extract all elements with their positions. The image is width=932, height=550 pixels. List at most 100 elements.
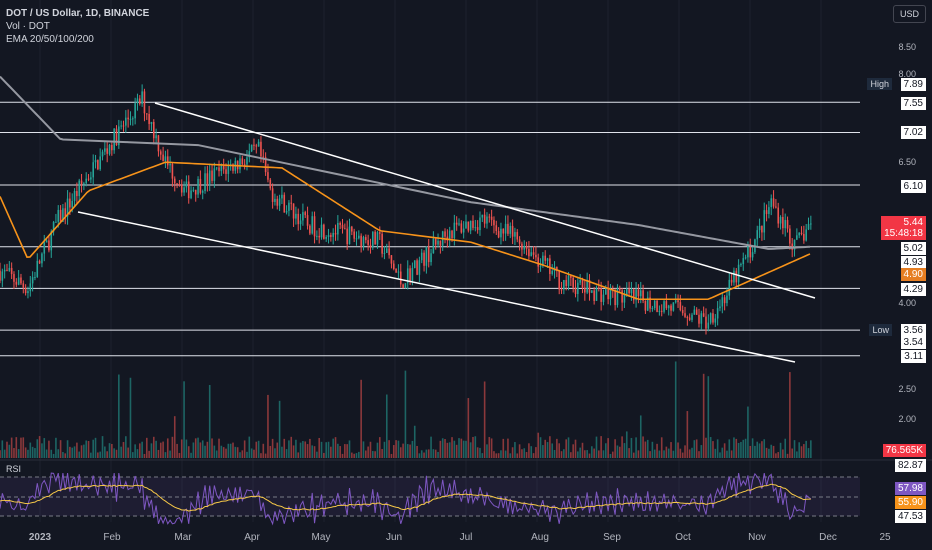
candle-body <box>113 128 115 151</box>
candle-body <box>383 252 386 254</box>
volume-bar <box>537 432 540 458</box>
volume-bar <box>295 439 297 458</box>
candle-body <box>618 288 621 291</box>
volume-bar <box>229 443 232 458</box>
candle-body <box>29 283 32 292</box>
volume-bar <box>45 449 48 458</box>
volume-bar <box>48 440 50 458</box>
candle-body <box>409 268 411 281</box>
volume-bar <box>439 440 442 458</box>
candle-body <box>684 313 686 317</box>
candle-body <box>173 178 176 184</box>
volume-bar <box>514 442 516 458</box>
candle-body <box>241 158 244 165</box>
candle-body <box>213 168 216 181</box>
candle-body <box>320 224 323 238</box>
volume-bar <box>784 438 787 458</box>
level-label: 7.55 <box>900 97 926 110</box>
candle-body <box>705 316 707 329</box>
candle-body <box>507 223 509 234</box>
candle-body <box>41 253 43 264</box>
volume-bar <box>55 437 57 458</box>
currency-button[interactable]: USD <box>892 5 926 23</box>
volume-bar <box>330 446 332 458</box>
candle-body <box>392 263 395 269</box>
volume-bar <box>497 453 500 458</box>
candle-body <box>269 179 272 189</box>
candle-body <box>474 227 477 229</box>
time-tick: 2023 <box>28 532 52 543</box>
volume-bar <box>159 442 162 458</box>
time-tick: Feb <box>103 532 121 543</box>
volume-bar <box>194 438 197 458</box>
candle-body <box>472 220 474 228</box>
candle-body <box>339 222 341 225</box>
volume-bar <box>796 451 798 458</box>
candle-body <box>756 230 759 240</box>
volume-bar <box>31 446 34 458</box>
candle-body <box>253 144 255 146</box>
candle-body <box>420 252 423 261</box>
volume-bar <box>472 436 474 458</box>
candle-body <box>586 280 588 293</box>
volume-bar <box>6 441 8 458</box>
volume-bar <box>665 446 668 458</box>
volume-bar <box>474 436 477 458</box>
candle-body <box>623 294 626 303</box>
volume-bar <box>556 438 558 458</box>
volume-legend: Vol · DOT <box>6 21 50 32</box>
candle-body <box>97 160 99 170</box>
candle-body <box>215 167 218 169</box>
volume-bar <box>118 374 120 458</box>
candle-body <box>225 169 227 174</box>
candle-body <box>162 154 164 162</box>
candle-body <box>404 283 407 289</box>
volume-bar <box>733 437 735 458</box>
volume-bar <box>64 453 67 458</box>
candle-body <box>290 202 293 204</box>
candle-body <box>1 271 4 281</box>
candle-body <box>318 235 321 238</box>
candle-body <box>192 189 195 191</box>
price-tick: 8.50 <box>898 42 916 52</box>
candle-body <box>171 164 174 179</box>
candle-body <box>591 290 593 293</box>
volume-bar <box>27 449 29 458</box>
candle-body <box>455 222 458 225</box>
volume-bar <box>476 447 479 458</box>
volume-bar <box>206 441 209 458</box>
volume-bar <box>125 436 127 458</box>
candle-body <box>358 235 360 239</box>
candle-body <box>285 210 288 213</box>
volume-bar <box>462 440 465 458</box>
volume-bar <box>318 437 321 458</box>
candle-body <box>374 231 376 245</box>
time-tick: May <box>311 532 331 543</box>
volume-bar <box>563 449 565 458</box>
volume-bar <box>285 449 288 458</box>
volume-bar <box>215 450 218 458</box>
candle-body <box>570 275 572 278</box>
volume-bar <box>528 443 530 458</box>
volume-bar <box>700 445 703 458</box>
candle-body <box>6 269 8 271</box>
candle-body <box>45 240 48 243</box>
volume-bar <box>66 440 69 458</box>
candle-body <box>628 288 630 294</box>
volume-bar <box>500 450 502 458</box>
candle-body <box>425 246 428 266</box>
volume-bar <box>388 440 390 458</box>
candle-body <box>432 238 435 254</box>
volume-bar <box>798 442 800 458</box>
volume-bar <box>630 437 633 458</box>
candle-body <box>563 280 565 290</box>
candle-body <box>276 198 279 206</box>
candle-body <box>337 222 339 235</box>
volume-bar <box>8 444 11 458</box>
candle-body <box>695 309 698 315</box>
volume-bar <box>365 450 367 458</box>
volume-bar <box>127 447 129 458</box>
candle-body <box>588 280 591 293</box>
volume-bar <box>243 440 246 458</box>
